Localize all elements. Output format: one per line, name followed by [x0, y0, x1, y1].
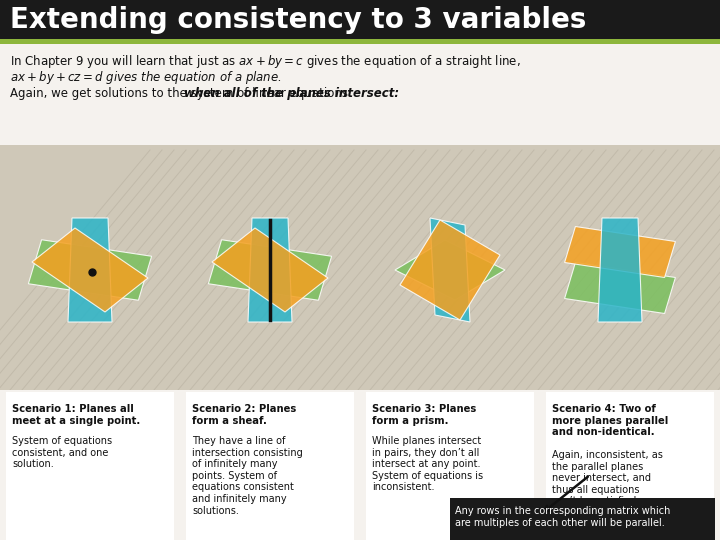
FancyBboxPatch shape	[0, 44, 720, 150]
Text: Scenario 4: Two of
more planes parallel
and non-identical.: Scenario 4: Two of more planes parallel …	[552, 404, 668, 437]
FancyBboxPatch shape	[0, 145, 720, 390]
Polygon shape	[564, 226, 675, 278]
FancyBboxPatch shape	[186, 392, 354, 540]
FancyBboxPatch shape	[366, 392, 534, 540]
Polygon shape	[68, 218, 112, 322]
Polygon shape	[208, 240, 332, 300]
Polygon shape	[400, 220, 500, 320]
Polygon shape	[395, 240, 505, 300]
FancyBboxPatch shape	[546, 392, 714, 540]
Text: Scenario 1: Planes all
meet at a single point.: Scenario 1: Planes all meet at a single …	[12, 404, 140, 426]
Text: when all of the planes intersect:: when all of the planes intersect:	[184, 87, 400, 100]
Text: Extending consistency to 3 variables: Extending consistency to 3 variables	[10, 6, 586, 34]
Text: Again, we get solutions to the system of linear equations: Again, we get solutions to the system of…	[10, 87, 352, 100]
Polygon shape	[28, 240, 152, 300]
Text: Any rows in the corresponding matrix which
are multiples of each other will be p: Any rows in the corresponding matrix whi…	[455, 506, 670, 528]
Text: Again, inconsistent, as
the parallel planes
never intersect, and
thus all equati: Again, inconsistent, as the parallel pla…	[552, 450, 663, 507]
Text: Scenario 3: Planes
form a prism.: Scenario 3: Planes form a prism.	[372, 404, 476, 426]
FancyBboxPatch shape	[6, 392, 174, 540]
Polygon shape	[598, 218, 642, 322]
Polygon shape	[212, 228, 328, 312]
FancyBboxPatch shape	[0, 0, 720, 40]
Text: System of equations
consistent, and one
solution.: System of equations consistent, and one …	[12, 436, 112, 469]
Polygon shape	[564, 262, 675, 314]
FancyBboxPatch shape	[0, 39, 720, 44]
Text: They have a line of
intersection consisting
of infinitely many
points. System of: They have a line of intersection consist…	[192, 436, 302, 516]
Text: $ax + by + cz = d$ gives the equation of a plane.: $ax + by + cz = d$ gives the equation of…	[10, 70, 282, 86]
Polygon shape	[32, 228, 148, 312]
FancyBboxPatch shape	[450, 498, 715, 540]
FancyBboxPatch shape	[0, 390, 720, 540]
Text: While planes intersect
in pairs, they don’t all
intersect at any point.
System o: While planes intersect in pairs, they do…	[372, 436, 483, 492]
Text: In Chapter 9 you will learn that just as $ax + by = c$ gives the equation of a s: In Chapter 9 you will learn that just as…	[10, 53, 521, 71]
Text: Scenario 2: Planes
form a sheaf.: Scenario 2: Planes form a sheaf.	[192, 404, 296, 426]
Polygon shape	[248, 218, 292, 322]
Polygon shape	[430, 218, 470, 322]
